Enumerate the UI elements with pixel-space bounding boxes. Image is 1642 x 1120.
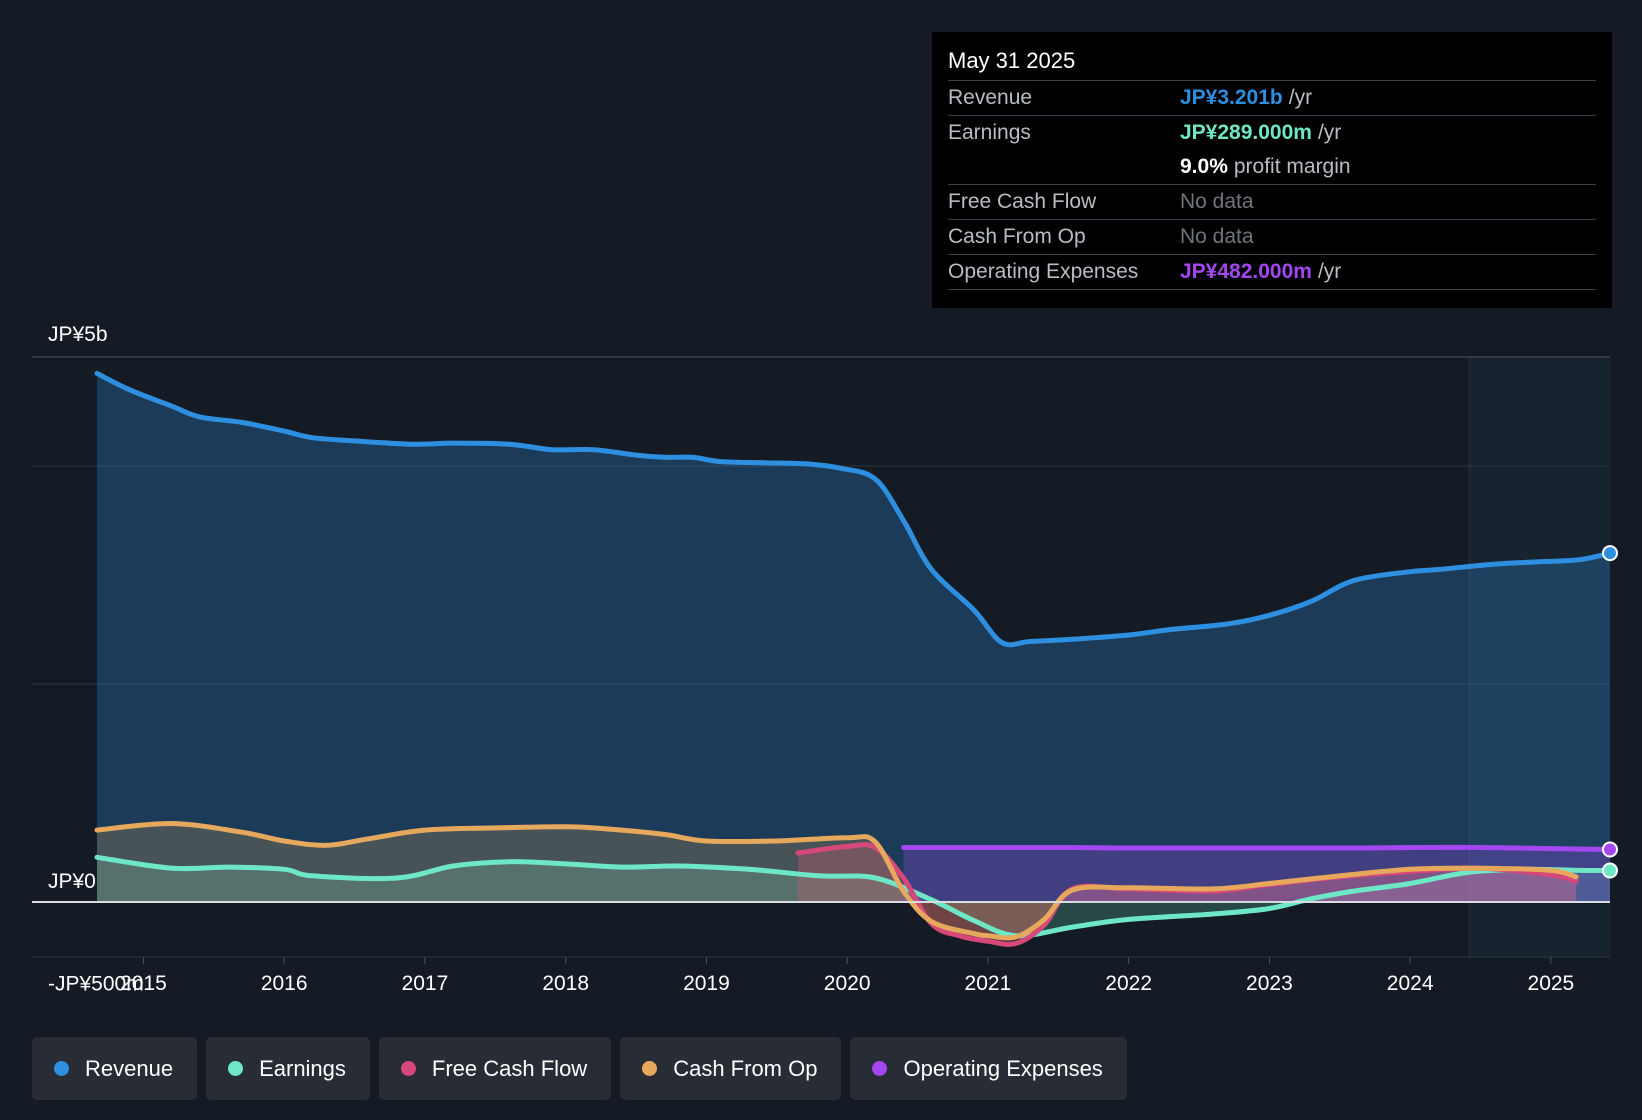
legend-dot-icon [872, 1061, 888, 1076]
tooltip-value: No data [1180, 225, 1254, 248]
tooltip: May 31 2025 Revenue JP¥3.201b /yr Earnin… [932, 32, 1612, 308]
x-tick-label: 2019 [683, 972, 730, 995]
end-point-earnings [1602, 862, 1618, 879]
tooltip-value: JP¥482.000m [1180, 260, 1312, 283]
tooltip-value: JP¥289.000m [1180, 121, 1312, 144]
tooltip-label: Operating Expenses [948, 260, 1139, 283]
tooltip-row-opex: Operating Expenses JP¥482.000m /yr [948, 254, 1596, 289]
tooltip-value: 9.0% [1180, 155, 1228, 178]
legend-label: Revenue [85, 1055, 174, 1081]
tooltip-label: Revenue [948, 86, 1033, 109]
tooltip-unit: /yr [1317, 260, 1342, 283]
series-line-revenue [94, 370, 1613, 648]
legend-label: Free Cash Flow [431, 1055, 588, 1081]
series-line-earnings [94, 854, 1613, 939]
tooltip-row-cfo: Cash From Op No data [948, 219, 1596, 254]
legend-item-earnings[interactable]: Earnings [206, 1037, 370, 1100]
x-tick-label: 2018 [542, 972, 589, 995]
tooltip-row-margin: 9.0% profit margin [948, 150, 1596, 184]
x-tick-label: 2022 [1105, 972, 1152, 995]
tooltip-label: Cash From Op [948, 225, 1086, 248]
legend-item-cash-from-op[interactable]: Cash From Op [620, 1037, 842, 1100]
y-axis-label: JP¥5b [48, 323, 108, 346]
tooltip-unit: /yr [1317, 121, 1342, 144]
tooltip-label: Free Cash Flow [948, 190, 1097, 213]
tooltip-unit: /yr [1288, 86, 1313, 109]
legend-label: Earnings [259, 1055, 346, 1081]
x-tick-label: 2021 [965, 972, 1012, 995]
x-tick-label: 2023 [1246, 972, 1293, 995]
series-area-operating-expenses [903, 847, 1610, 902]
x-tick-label: 2020 [824, 972, 871, 995]
end-point-revenue [1602, 545, 1618, 562]
y-axis-label: JP¥0 [48, 870, 96, 893]
series-area-revenue [97, 373, 1610, 902]
forecast-region [1469, 357, 1610, 957]
legend-dot-icon [54, 1061, 69, 1076]
y-axis-label: -JP¥500m [48, 973, 144, 996]
tooltip-value: No data [1180, 190, 1254, 213]
tooltip-value: JP¥3.201b [1180, 86, 1283, 109]
x-tick-label: 2015 [120, 972, 167, 995]
end-point-operating-expenses [1602, 841, 1618, 858]
legend-label: Operating Expenses [903, 1055, 1103, 1081]
legend-label: Cash From Op [673, 1055, 818, 1081]
legend-item-revenue[interactable]: Revenue [32, 1037, 198, 1100]
series-line-cash-from-op [94, 820, 1579, 941]
x-tick-label: 2017 [402, 972, 449, 995]
legend: Revenue Earnings Free Cash Flow Cash Fro… [32, 1037, 1127, 1100]
tooltip-label: Earnings [948, 121, 1031, 144]
x-tick-label: 2024 [1387, 972, 1434, 995]
legend-dot-icon [642, 1061, 658, 1076]
tooltip-date: May 31 2025 [948, 48, 1076, 73]
x-tick-label: 2025 [1528, 972, 1575, 995]
legend-dot-icon [400, 1061, 416, 1076]
x-tick-label: 2016 [261, 972, 308, 995]
legend-dot-icon [228, 1061, 244, 1076]
series-line-operating-expenses [901, 844, 1613, 852]
series-area-cash-from-op [97, 823, 1577, 938]
tooltip-row-fcf: Free Cash Flow No data [948, 184, 1596, 219]
legend-item-operating-expenses[interactable]: Operating Expenses [850, 1037, 1127, 1100]
tooltip-row-revenue: Revenue JP¥3.201b /yr [948, 80, 1596, 115]
tooltip-row-earnings: Earnings JP¥289.000m /yr [948, 115, 1596, 150]
series-area-earnings [97, 857, 1610, 936]
series-area-free-cash-flow [797, 844, 1577, 945]
tooltip-divider [948, 289, 1596, 290]
tooltip-unit: profit margin [1233, 155, 1351, 178]
legend-item-free-cash-flow[interactable]: Free Cash Flow [378, 1037, 612, 1100]
